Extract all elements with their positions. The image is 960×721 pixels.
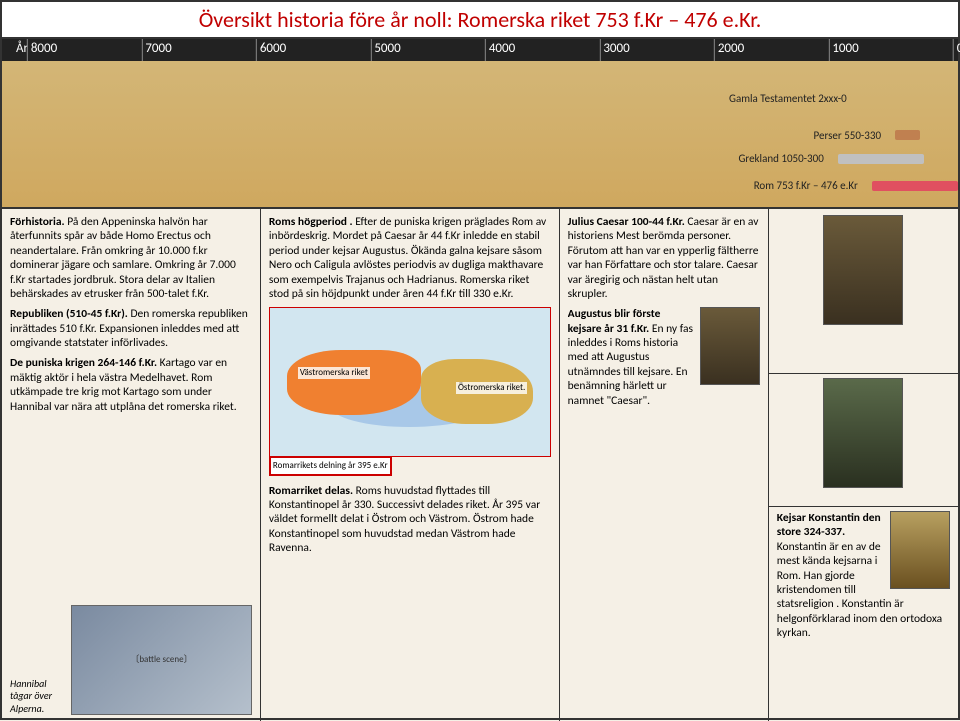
augustus-statue-block <box>777 378 950 498</box>
timeline: År 800070006000500040003000200010000 Gam… <box>2 39 958 209</box>
roman-split-map: Västromerska riket Östromerska riket. <box>269 307 551 457</box>
map-caption: Romarrikets delning år 395 e.Kr <box>269 456 392 475</box>
axis-tick: 0 <box>953 39 960 61</box>
timeline-band: Perser 550-330 <box>2 126 958 144</box>
map-west-label: Västromerska riket <box>298 367 370 378</box>
section-title: Kejsar Konstantin den store 324-337. <box>777 511 881 539</box>
section-title: Roms högperiod . <box>269 215 353 229</box>
content-grid: Förhistoria. På den Appeninska halvön ha… <box>2 209 958 721</box>
axis-tick: 5000 <box>370 39 400 61</box>
axis-tick: 4000 <box>485 39 515 61</box>
axis-ticks: 800070006000500040003000200010000 <box>42 39 958 61</box>
column-2: Roms högperiod . Efter de puniska krigen… <box>261 209 560 721</box>
hannibal-caption: Hannibal tågar över Alperna. <box>10 678 65 716</box>
section-title: De puniska krigen 264-146 f.Kr. <box>10 356 157 370</box>
axis-tick: 6000 <box>256 39 286 61</box>
timeline-axis: År 800070006000500040003000200010000 <box>2 39 958 61</box>
republiken: Republiken (510-45 f.Kr). Den romerska r… <box>10 307 252 350</box>
forhistoria: Förhistoria. På den Appeninska halvön ha… <box>10 215 252 301</box>
divider <box>769 506 958 507</box>
timeline-band: Grekland 1050-300 <box>2 150 958 168</box>
timeline-band: Rom 753 f.Kr – 476 e.Kr <box>2 177 958 195</box>
band-bar <box>838 154 924 164</box>
section-title: Julius Caesar 100-44 f.Kr. <box>568 215 685 229</box>
section-title: Republiken (510-45 f.Kr). <box>10 307 128 321</box>
axis-tick: 2000 <box>714 39 744 61</box>
hannibal-image: 〔battle scene〕 <box>71 605 252 715</box>
page-title: Översikt historia före år noll: Romerska… <box>2 2 958 39</box>
puniska-krigen: De puniska krigen 264-146 f.Kr. Kartago … <box>10 356 252 414</box>
divider <box>769 373 958 374</box>
column-3: Julius Caesar 100-44 f.Kr. Caesar är en … <box>560 209 769 721</box>
band-label: Perser 550-330 <box>814 129 882 142</box>
section-title: Förhistoria. <box>10 215 65 229</box>
column-1: Förhistoria. På den Appeninska halvön ha… <box>2 209 261 721</box>
band-label: Grekland 1050-300 <box>738 152 823 165</box>
band-bar <box>872 181 958 191</box>
section-title: Augustus blir förste kejsare år 31 f.Kr. <box>568 307 661 335</box>
axis-tick: 1000 <box>828 39 858 61</box>
timeline-band: Gamla Testamentet 2xxx-0 <box>729 89 847 107</box>
julius-caesar: Julius Caesar 100-44 f.Kr. Caesar är en … <box>568 215 760 301</box>
band-label: Rom 753 f.Kr – 476 e.Kr <box>754 179 858 192</box>
band-label: Gamla Testamentet 2xxx-0 <box>729 92 847 105</box>
augustus-statue <box>823 378 903 488</box>
hogperiod: Roms högperiod . Efter de puniska krigen… <box>269 215 551 301</box>
axis-tick: 8000 <box>27 39 57 61</box>
konstantin: Kejsar Konstantin den store 324-337. Kon… <box>777 511 950 640</box>
romarriket-delas: Romarriket delas. Roms huvudstad flyttad… <box>269 484 551 556</box>
axis-tick: 3000 <box>599 39 629 61</box>
section-title: Romarriket delas. <box>269 484 353 498</box>
axis-tick: 7000 <box>141 39 171 61</box>
augustus-portrait <box>700 307 760 385</box>
caesar-portrait-block <box>777 215 950 365</box>
map-east-label: Östromerska riket. <box>456 382 527 393</box>
konstantin-portrait <box>890 511 950 589</box>
augustus: Augustus blir förste kejsare år 31 f.Kr.… <box>568 307 760 408</box>
column-4: Kejsar Konstantin den store 324-337. Kon… <box>769 209 958 721</box>
band-bar <box>895 130 920 140</box>
caesar-portrait <box>823 215 903 325</box>
